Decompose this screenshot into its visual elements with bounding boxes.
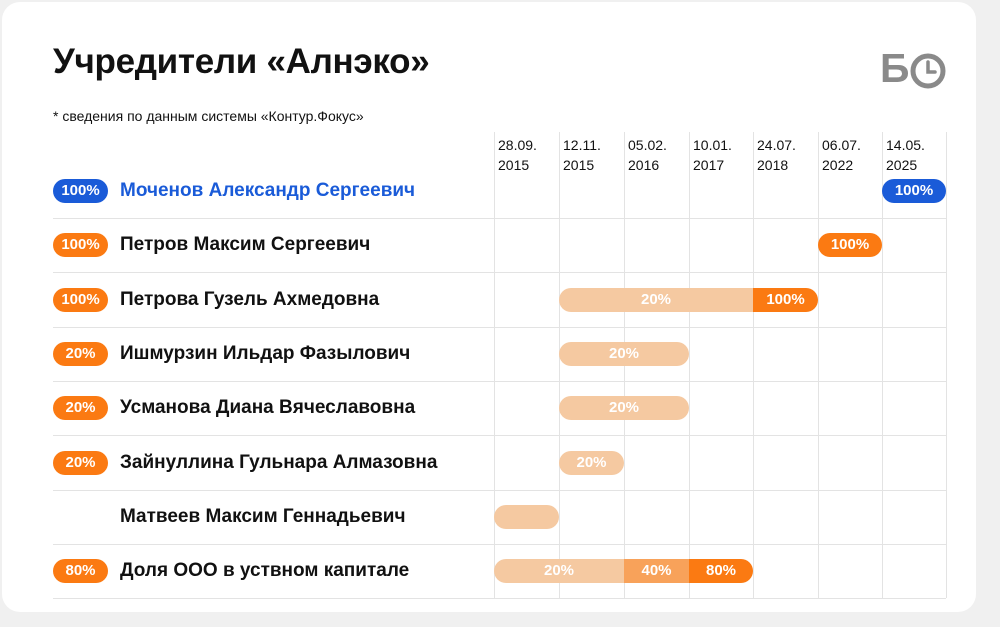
grid-row-line xyxy=(53,218,946,219)
date-day-month: 12.11. xyxy=(563,137,601,153)
date-header: 05.02. 2016 xyxy=(628,135,688,175)
timeline-bar-segment: 20% xyxy=(559,288,753,312)
timeline-bar-segment: 100% xyxy=(753,288,818,312)
founder-name: Доля ООО в уствном капитале xyxy=(120,560,410,581)
founder-name: Ишмурзин Ильдар Фазылович xyxy=(120,343,411,364)
founder-name: Моченов Александр Сергеевич xyxy=(120,180,416,201)
date-day-month: 24.07. xyxy=(757,137,796,153)
share-badge: 100% xyxy=(53,233,108,257)
date-year: 2016 xyxy=(628,157,660,173)
bo-logo: Б xyxy=(880,45,950,92)
grid-column-line xyxy=(882,132,883,598)
grid-row-line xyxy=(53,327,946,328)
founder-name: Петров Максим Сергеевич xyxy=(120,234,371,255)
date-header: 28.09. 2015 xyxy=(498,135,558,175)
founder-name: Зайнуллина Гульнара Алмазовна xyxy=(120,452,438,473)
founder-name: Петрова Гузель Ахмедовна xyxy=(120,289,380,310)
date-year: 2017 xyxy=(693,157,725,173)
share-badge: 20% xyxy=(53,342,108,366)
timeline-bar-segment: 100% xyxy=(818,233,882,257)
date-day-month: 05.02. xyxy=(628,137,667,153)
source-note: * сведения по данным системы «Контур.Фок… xyxy=(53,108,364,124)
date-year: 2018 xyxy=(757,157,789,173)
share-badge: 20% xyxy=(53,396,108,420)
date-year: 2022 xyxy=(822,157,854,173)
founder-name: Матвеев Максим Геннадьевич xyxy=(120,506,406,527)
grid-column-line xyxy=(946,132,947,598)
logo-letter: Б xyxy=(880,45,910,91)
grid-row-line xyxy=(53,435,946,436)
grid-row-line xyxy=(53,598,946,599)
grid-row-line xyxy=(53,490,946,491)
grid-row-line xyxy=(53,272,946,273)
date-header: 24.07. 2018 xyxy=(757,135,817,175)
share-badge: 100% xyxy=(53,179,108,203)
share-badge: 100% xyxy=(53,288,108,312)
timeline-bar-segment: 40% xyxy=(624,559,689,583)
grid-row-line xyxy=(53,544,946,545)
grid-row-line xyxy=(53,381,946,382)
date-day-month: 14.05. xyxy=(886,137,925,153)
date-header: 10.01. 2017 xyxy=(693,135,753,175)
grid-column-line xyxy=(689,132,690,598)
timeline-bar-segment: 100% xyxy=(882,179,946,203)
timeline-bar-segment: 80% xyxy=(689,559,753,583)
date-year: 2025 xyxy=(886,157,918,173)
date-header: 06.07. 2022 xyxy=(822,135,882,175)
timeline-bar-segment: 20% xyxy=(559,396,689,420)
grid-column-line xyxy=(494,132,495,598)
date-day-month: 28.09. xyxy=(498,137,537,153)
date-day-month: 06.07. xyxy=(822,137,861,153)
date-header: 14.05. 2025 xyxy=(886,135,946,175)
grid-column-line xyxy=(753,132,754,598)
date-year: 2015 xyxy=(498,157,530,173)
share-badge: 20% xyxy=(53,451,108,475)
timeline-bar-segment: 20% xyxy=(559,451,624,475)
timeline-bar-segment: 20% xyxy=(494,559,624,583)
clock-icon xyxy=(910,53,946,89)
timeline-bar-segment xyxy=(494,505,559,529)
grid-column-line xyxy=(818,132,819,598)
date-year: 2015 xyxy=(563,157,595,173)
timeline-bar-segment: 20% xyxy=(559,342,689,366)
date-day-month: 10.01. xyxy=(693,137,732,153)
share-badge: 80% xyxy=(53,559,108,583)
founder-name: Усманова Диана Вячеславовна xyxy=(120,397,416,418)
grid-column-line xyxy=(559,132,560,598)
chart-title: Учредители «Алнэко» xyxy=(53,42,430,81)
date-header: 12.11. 2015 xyxy=(563,135,623,175)
